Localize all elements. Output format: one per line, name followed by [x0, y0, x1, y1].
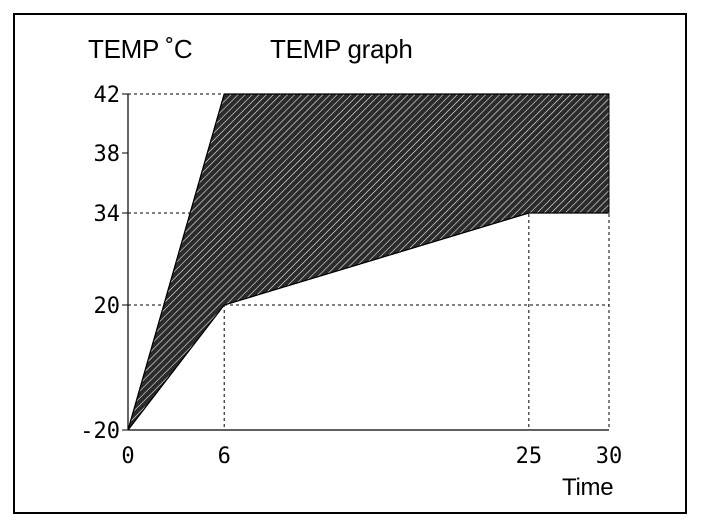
y-tick-label: 42: [94, 83, 121, 108]
y-axis-label: TEMP ˚C: [88, 34, 193, 64]
y-tick-label: 20: [94, 294, 121, 319]
lower-bound-line: [127, 212, 609, 431]
x-tick-label: 6: [218, 444, 231, 469]
x-axis-label: Time: [562, 474, 614, 501]
y-tick-label: 34: [94, 202, 121, 227]
x-tick-label: 30: [596, 444, 623, 469]
x-tick-label: 25: [516, 444, 543, 469]
y-tick-label: 38: [94, 142, 121, 167]
y-tick-label: -20: [80, 419, 120, 444]
chart-title: TEMP graph: [270, 34, 413, 64]
x-tick-label: 0: [121, 444, 134, 469]
upper-bound-line: [127, 93, 609, 431]
